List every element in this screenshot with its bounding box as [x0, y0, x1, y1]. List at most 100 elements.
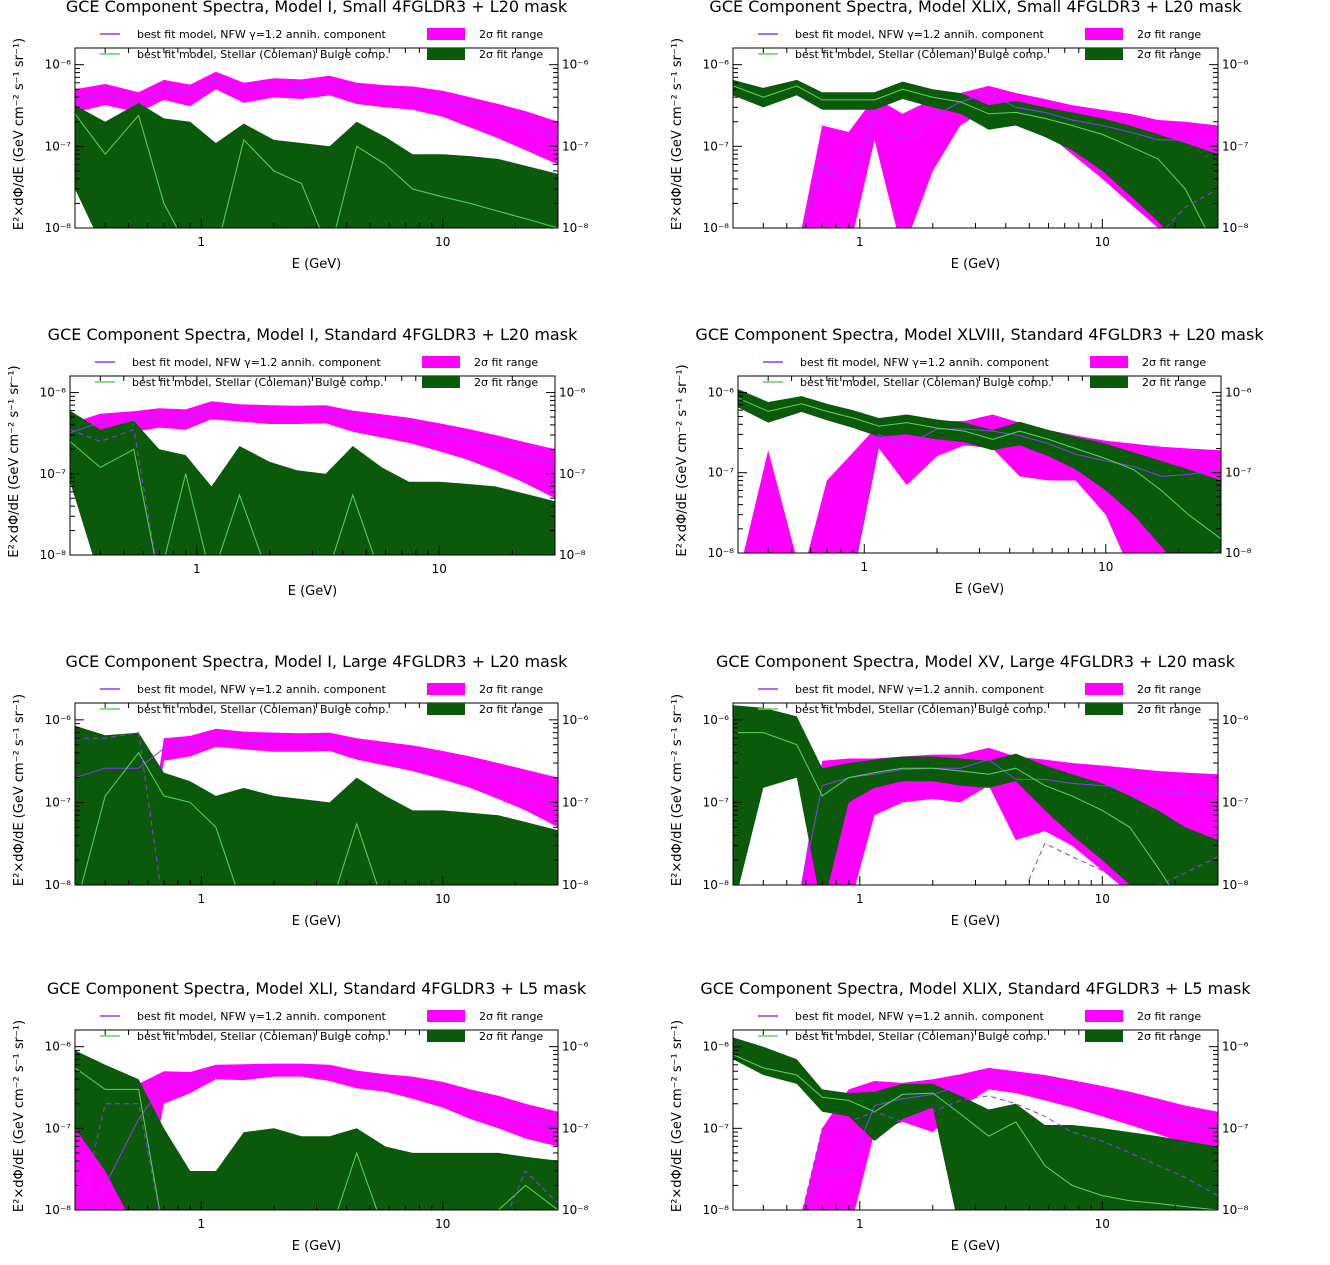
- legend: best fit model, NFW γ=1.2 annih. compone…: [758, 683, 1201, 716]
- bulge-best-fit-line: [81, 751, 378, 885]
- y-tick-label-left: 10⁻⁶: [703, 1040, 730, 1054]
- x-tick-label: 1: [193, 562, 201, 576]
- x-tick-label: 10: [1095, 235, 1110, 249]
- y-tick-label-right: 10⁻⁷: [1222, 1121, 1249, 1135]
- legend: best fit model, NFW γ=1.2 annih. compone…: [95, 356, 538, 389]
- legend-bulge-band-swatch: [1085, 1030, 1123, 1042]
- y-tick-label-left: 10⁻⁸: [40, 548, 67, 562]
- legend-bulge-band-swatch: [422, 376, 460, 388]
- y-tick-label-left: 10⁻⁷: [708, 466, 735, 480]
- nfw-2sigma-band: [70, 401, 555, 499]
- legend-nfw-band-swatch: [427, 683, 465, 695]
- legend: best fit model, NFW γ=1.2 annih. compone…: [763, 356, 1206, 389]
- nfw-best-fit-line: [70, 408, 555, 465]
- y-tick-label-left: 10⁻⁶: [40, 386, 67, 400]
- legend-nfw-band-label: 2σ fit range: [474, 356, 538, 369]
- y-axis: 10⁻⁸ 10⁻⁸ 10⁻⁷ 10⁻⁷ 10⁻⁶ 10⁻⁶: [703, 1040, 1249, 1217]
- y-tick-label-right: 10⁻⁷: [562, 795, 589, 809]
- y-tick-label-right: 10⁻⁸: [562, 1203, 589, 1217]
- y-tick-label-left: 10⁻⁸: [703, 221, 730, 235]
- legend: best fit model, NFW γ=1.2 annih. compone…: [100, 28, 543, 61]
- y-tick-label-left: 10⁻⁶: [45, 1040, 72, 1054]
- legend-nfw-band-swatch: [427, 28, 465, 40]
- x-axis: 1 10: [737, 376, 1222, 574]
- y-tick-label-right: 10⁻⁷: [562, 1121, 589, 1135]
- y-tick-label-right: 10⁻⁸: [559, 548, 586, 562]
- nfw-2sigma-band: [75, 71, 558, 165]
- y-tick-label-right: 10⁻⁶: [562, 58, 589, 72]
- y-tick-label-right: 10⁻⁶: [562, 713, 589, 727]
- legend-bulge-band-label: 2σ fit range: [474, 376, 538, 389]
- legend-nfw-line-label: best fit model, NFW γ=1.2 annih. compone…: [137, 1010, 387, 1023]
- bulge-best-fit-line: [733, 732, 1170, 885]
- y-tick-label-left: 10⁻⁸: [703, 1203, 730, 1217]
- x-axis-label: E (GeV): [951, 257, 1000, 272]
- legend-bulge-line-label: best fit model, Stellar (Coleman) Bulge …: [800, 376, 1052, 389]
- y-axis: 10⁻⁸ 10⁻⁸ 10⁻⁷ 10⁻⁷ 10⁻⁶ 10⁻⁶: [45, 58, 589, 235]
- y-axis: 10⁻⁸ 10⁻⁸ 10⁻⁷ 10⁻⁷ 10⁻⁶ 10⁻⁶: [45, 1040, 589, 1217]
- y-axis: 10⁻⁸ 10⁻⁸ 10⁻⁷ 10⁻⁷ 10⁻⁶ 10⁻⁶: [703, 713, 1249, 892]
- x-tick-label: 1: [197, 1217, 205, 1231]
- nfw-best-fit-line: [89, 1068, 558, 1210]
- x-axis-label: E (GeV): [292, 257, 341, 272]
- x-tick-label: 1: [860, 560, 868, 574]
- y-axis: 10⁻⁸ 10⁻⁸ 10⁻⁷ 10⁻⁷ 10⁻⁶ 10⁻⁶: [45, 713, 589, 892]
- legend-nfw-band-swatch: [1085, 683, 1123, 695]
- legend-bulge-band-label: 2σ fit range: [479, 48, 543, 61]
- chart-title: GCE Component Spectra, Model XV, Large 4…: [716, 652, 1236, 671]
- x-axis: 1 10: [732, 48, 1219, 249]
- y-tick-label-left: 10⁻⁸: [708, 546, 735, 560]
- legend-bulge-band-swatch: [1085, 703, 1123, 715]
- legend-bulge-band-label: 2σ fit range: [1137, 48, 1201, 61]
- nfw-best-fit-line: [803, 92, 1218, 228]
- bulge-2sigma-band: [75, 725, 558, 885]
- x-tick-label: 10: [1098, 560, 1113, 574]
- legend-nfw-band-swatch: [1090, 356, 1128, 368]
- legend-bulge-band-label: 2σ fit range: [1137, 703, 1201, 716]
- legend-nfw-band-label: 2σ fit range: [1137, 28, 1201, 41]
- y-tick-label-right: 10⁻⁸: [562, 878, 589, 892]
- bulge-best-fit-line: [733, 85, 1206, 228]
- chart-panel-4: GCE Component Spectra, Model XLVIII, Sta…: [675, 325, 1264, 597]
- legend-nfw-line-label: best fit model, NFW γ=1.2 annih. compone…: [132, 356, 382, 369]
- x-tick-label: 1: [856, 1217, 864, 1231]
- plot-area: [75, 71, 558, 228]
- x-axis: 1 10: [732, 1030, 1219, 1231]
- y-axis: 10⁻⁸ 10⁻⁸ 10⁻⁷ 10⁻⁷ 10⁻⁶ 10⁻⁶: [40, 386, 586, 562]
- y-axis: 10⁻⁸ 10⁻⁸ 10⁻⁷ 10⁻⁷ 10⁻⁶ 10⁻⁶: [703, 58, 1249, 235]
- y-axis-label: E²×dΦ/dE (GeV cm⁻² s⁻¹ sr⁻¹): [12, 1020, 27, 1212]
- y-tick-label-left: 10⁻⁸: [703, 878, 730, 892]
- legend-nfw-line-label: best fit model, NFW γ=1.2 annih. compone…: [800, 356, 1050, 369]
- y-tick-label-right: 10⁻⁷: [562, 139, 589, 153]
- legend-bulge-line-label: best fit model, Stellar (Coleman) Bulge …: [795, 1030, 1047, 1043]
- chart-panel-2: GCE Component Spectra, Model XLIX, Small…: [670, 0, 1249, 272]
- bulge-best-fit-line: [738, 397, 1221, 540]
- chart-panel-7: GCE Component Spectra, Model XLI, Standa…: [12, 979, 589, 1254]
- x-axis-label: E (GeV): [292, 914, 341, 929]
- y-tick-label-left: 10⁻⁸: [45, 1203, 72, 1217]
- nfw-2sigma-band: [75, 1063, 558, 1210]
- legend: best fit model, NFW γ=1.2 annih. compone…: [758, 28, 1201, 61]
- legend-bulge-line-label: best fit model, Stellar (Coleman) Bulge …: [132, 376, 384, 389]
- x-axis-label: E (GeV): [292, 1239, 341, 1254]
- x-axis-label: E (GeV): [951, 914, 1000, 929]
- legend-bulge-band-swatch: [427, 703, 465, 715]
- y-tick-label-left: 10⁻⁶: [45, 58, 72, 72]
- legend-bulge-band-swatch: [1090, 376, 1128, 388]
- legend-nfw-band-swatch: [422, 356, 460, 368]
- legend-nfw-band-swatch: [1085, 1010, 1123, 1022]
- legend-nfw-line-label: best fit model, NFW γ=1.2 annih. compone…: [137, 683, 387, 696]
- legend: best fit model, NFW γ=1.2 annih. compone…: [100, 683, 543, 716]
- legend-bulge-band-label: 2σ fit range: [479, 703, 543, 716]
- x-tick-label: 1: [856, 235, 864, 249]
- y-tick-label-right: 10⁻⁶: [1225, 385, 1252, 399]
- nfw-2sigma-band: [142, 728, 558, 885]
- plot-area: [70, 401, 555, 555]
- legend-bulge-line-label: best fit model, Stellar (Coleman) Bulge …: [137, 1030, 389, 1043]
- y-tick-label-right: 10⁻⁸: [562, 221, 589, 235]
- bulge-2sigma-band: [75, 1050, 558, 1210]
- bulge-2sigma-band: [733, 1037, 1218, 1210]
- nfw-best-fit-line: [857, 428, 1221, 553]
- nfw-dashed-line: [802, 1095, 1218, 1210]
